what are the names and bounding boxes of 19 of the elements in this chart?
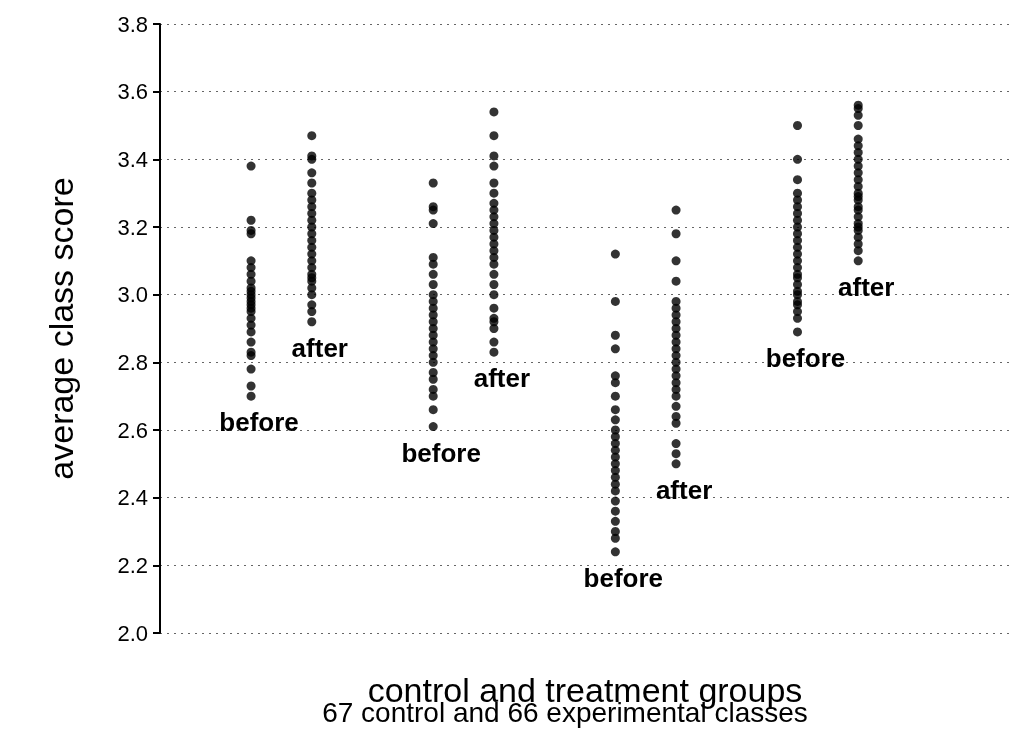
y-tick-label: 2.4 xyxy=(117,485,148,511)
annotation: after xyxy=(473,363,531,394)
y-tick-label: 2.6 xyxy=(117,417,148,443)
y-tick-label: 3.6 xyxy=(117,79,148,105)
annotation: after xyxy=(838,271,895,302)
y-axis-title: average class score xyxy=(42,177,80,480)
y-tick-label: 2.2 xyxy=(117,552,148,578)
y-tick-label: 2.8 xyxy=(117,349,148,375)
annotation: after xyxy=(291,332,348,363)
y-tick-label: 3.2 xyxy=(117,214,148,240)
y-tick-label: 2.0 xyxy=(117,620,148,646)
annotation: before xyxy=(219,407,299,438)
y-tick-label: 3.4 xyxy=(117,146,148,172)
annotation: before xyxy=(765,342,846,373)
annotation: before xyxy=(401,437,481,468)
annotation: before xyxy=(583,562,664,593)
y-tick-label: 3.0 xyxy=(117,282,148,308)
y-tick-label: 3.8 xyxy=(117,11,148,37)
annotation: after xyxy=(655,474,713,505)
